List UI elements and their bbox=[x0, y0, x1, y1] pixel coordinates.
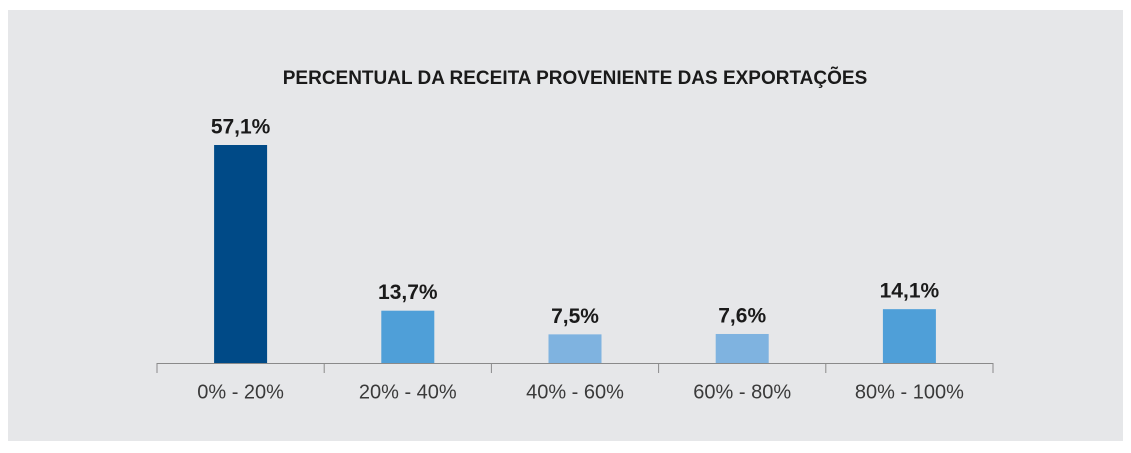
bar bbox=[882, 309, 936, 363]
x-tick-label: 0% - 20% bbox=[197, 381, 284, 403]
value-label: 13,7% bbox=[378, 281, 438, 304]
value-label: 14,1% bbox=[880, 280, 940, 303]
value-label: 57,1% bbox=[211, 116, 271, 139]
x-tick-label: 20% - 40% bbox=[359, 381, 457, 403]
x-tick-label: 80% - 100% bbox=[855, 381, 964, 403]
bar bbox=[548, 334, 602, 363]
bar bbox=[214, 145, 268, 363]
bar bbox=[715, 333, 769, 363]
value-label: 7,5% bbox=[551, 305, 599, 328]
chart-background bbox=[8, 10, 1123, 441]
x-tick-label: 40% - 60% bbox=[526, 381, 624, 403]
x-tick-label: 60% - 80% bbox=[693, 381, 791, 403]
value-label: 7,6% bbox=[718, 305, 766, 328]
bar bbox=[381, 310, 435, 363]
chart-title: PERCENTUAL DA RECEITA PROVENIENTE DAS EX… bbox=[283, 67, 868, 89]
